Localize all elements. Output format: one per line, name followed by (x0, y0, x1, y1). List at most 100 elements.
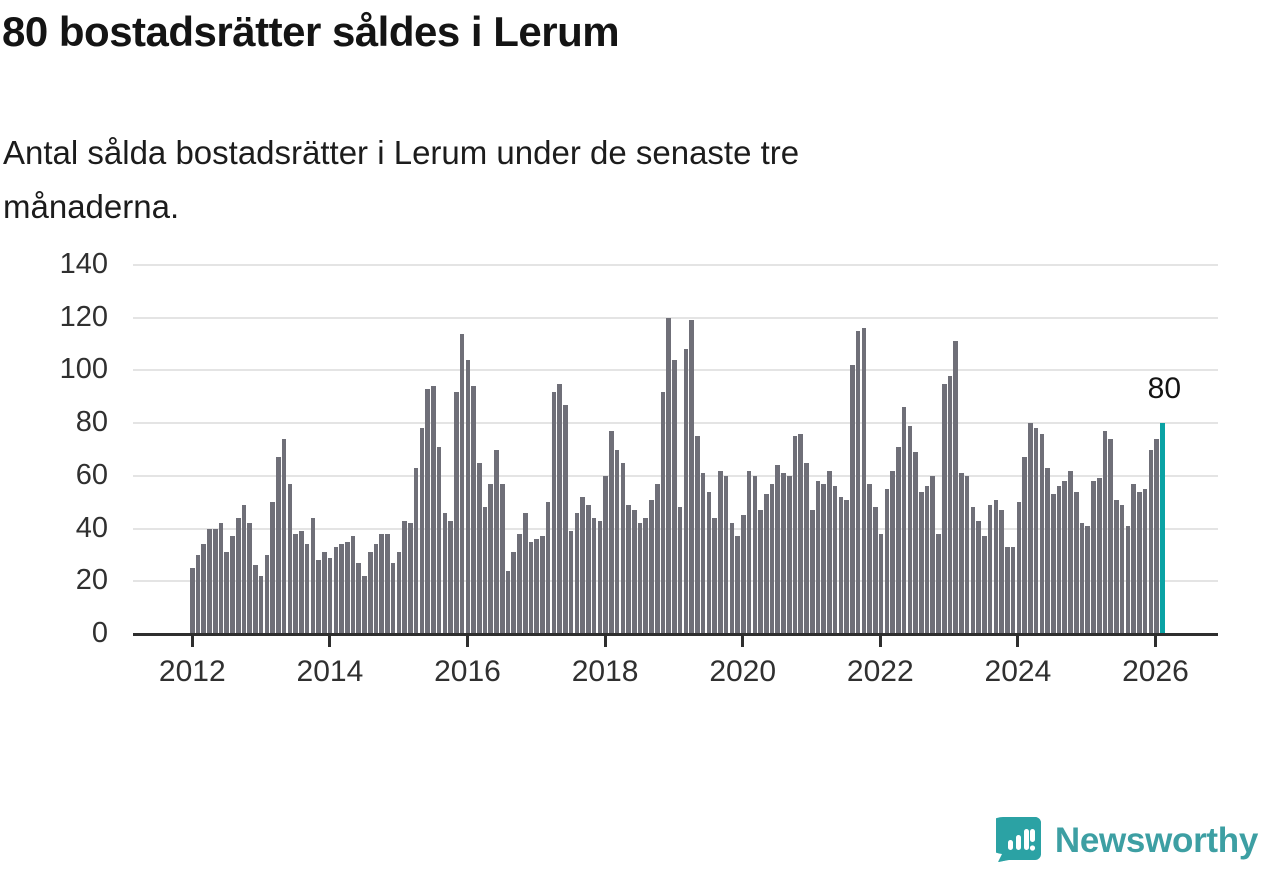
x-tick-2022 (878, 636, 882, 647)
y-tick-label-40: 40 (75, 511, 108, 544)
bar (815, 481, 821, 634)
bar (993, 499, 999, 634)
bar (964, 475, 970, 634)
bar (637, 523, 643, 634)
chart-subtitle: Antal sålda bostadsrätter i Lerum under … (3, 126, 1223, 234)
bar (769, 483, 775, 634)
bar (764, 494, 769, 634)
bar (999, 510, 1004, 634)
bar (873, 507, 878, 634)
bar (786, 475, 792, 634)
bar (350, 536, 356, 634)
x-tick-label-2020: 2020 (709, 655, 777, 688)
x-axis-line (133, 633, 1218, 636)
bar (1085, 525, 1091, 634)
bar (1114, 499, 1119, 634)
bar (591, 518, 597, 634)
bar-highlight (1160, 423, 1165, 634)
bar (511, 552, 517, 634)
bar (436, 446, 442, 634)
bar (758, 510, 763, 634)
bar (1068, 470, 1073, 634)
bar (959, 473, 964, 634)
bar (838, 496, 844, 634)
bar (614, 449, 620, 634)
bar (442, 512, 448, 634)
bar (901, 407, 907, 634)
bar (918, 491, 924, 634)
bar (281, 438, 287, 634)
bar (1016, 502, 1022, 634)
bar (878, 533, 884, 634)
bar (1028, 423, 1033, 634)
bar (689, 320, 694, 634)
bar (339, 544, 344, 634)
bar (293, 533, 298, 634)
bar (855, 330, 861, 634)
bar (987, 504, 993, 634)
bar (850, 365, 855, 634)
bar (1056, 486, 1062, 634)
x-tick-2012 (190, 636, 194, 647)
bar (947, 375, 953, 634)
bar (230, 536, 235, 634)
bar (586, 504, 591, 634)
bar (1091, 481, 1096, 634)
bar (1148, 449, 1154, 634)
x-tick-label-2022: 2022 (846, 655, 914, 688)
bar (953, 341, 958, 634)
bar (700, 473, 706, 634)
bar (626, 504, 631, 634)
bar (431, 386, 436, 634)
bar (1154, 438, 1159, 634)
bar (258, 576, 264, 634)
bar (568, 531, 574, 634)
x-tick-label-2026: 2026 (1122, 655, 1189, 688)
bar (212, 528, 218, 634)
bar (1137, 491, 1142, 634)
bar (264, 554, 270, 634)
x-tick-label-2018: 2018 (571, 655, 639, 688)
bar (941, 383, 947, 634)
bar (884, 489, 890, 634)
bar (1108, 438, 1113, 634)
bar (844, 499, 849, 634)
bar (804, 462, 809, 634)
bar (781, 473, 786, 634)
bar (408, 523, 413, 634)
bar (373, 544, 379, 634)
bar (477, 462, 482, 634)
bar (982, 536, 987, 634)
bar (276, 457, 281, 634)
bar (620, 462, 626, 634)
bar (499, 483, 505, 634)
x-tick-label-2012: 2012 (158, 655, 226, 688)
bar (344, 541, 350, 634)
bar (1131, 483, 1136, 634)
bar (540, 536, 545, 634)
bar (224, 552, 230, 634)
chart-subtitle-line1: Antal sålda bostadsrätter i Lerum under … (3, 134, 800, 171)
bar (241, 504, 247, 634)
bar (574, 512, 580, 634)
bar (672, 359, 677, 634)
bar (299, 531, 304, 634)
bar (1039, 433, 1045, 634)
bar (454, 391, 459, 634)
bar (1079, 523, 1085, 634)
bar (913, 452, 918, 634)
bar (1045, 467, 1050, 634)
x-tick-label-2016: 2016 (434, 655, 501, 688)
bar (1022, 457, 1027, 634)
bar (798, 433, 804, 634)
y-tick-label-120: 120 (59, 300, 108, 333)
bar (792, 436, 798, 634)
bar (861, 328, 867, 634)
bar (1125, 525, 1131, 634)
bar (390, 562, 396, 634)
y-tick-label-140: 140 (59, 248, 108, 280)
bar (809, 510, 815, 634)
y-tick-label-100: 100 (59, 353, 108, 386)
bar (557, 383, 562, 634)
